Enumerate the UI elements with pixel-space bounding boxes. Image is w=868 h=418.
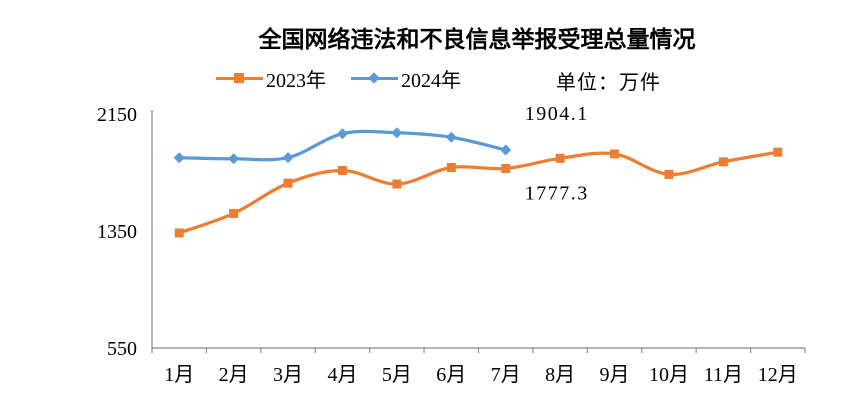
x-axis-label: 1月 [164,364,194,386]
legend-diamond-marker-icon [351,68,398,88]
x-axis-label: 2月 [219,364,249,386]
x-axis-label: 8月 [545,364,575,386]
legend-label-2023: 2023年 [266,69,326,92]
data-point-square-2023年 [773,147,783,157]
data-point-square-2023年 [664,169,674,179]
data-label-2024年: 1904.1 [525,103,589,125]
x-axis-label: 7月 [491,364,521,386]
data-point-diamond-2024年 [173,152,185,164]
data-point-square-2023年 [174,228,184,238]
x-axis-label: 3月 [273,364,303,386]
chart-title: 全国网络违法和不良信息举报受理总量情况 [258,26,696,52]
data-point-square-2023年 [555,153,565,163]
data-point-square-2023年 [229,208,239,218]
x-axis-label: 5月 [382,364,412,386]
y-axis-label: 550 [107,338,137,360]
y-axis-label: 1350 [97,221,137,243]
data-point-diamond-2024年 [445,131,457,143]
legend-item-2024: 2024年 [351,66,461,92]
y-axis-label: 2150 [97,104,137,126]
data-point-diamond-2024年 [391,127,403,139]
x-axis-label: 6月 [436,364,466,386]
legend-item-2023: 2023年 [216,66,326,92]
x-axis-label: 12月 [758,364,798,386]
data-point-square-2023年 [501,164,511,174]
data-point-diamond-2024年 [228,153,240,165]
data-point-square-2023年 [392,179,402,189]
legend: 2023年 2024年 单位：万件 [0,66,868,94]
unit-label: 单位：万件 [556,72,661,94]
x-axis-label: 9月 [600,364,630,386]
data-point-diamond-2024年 [336,128,348,140]
series-line-2023年 [177,150,780,235]
x-axis-label: 11月 [704,364,743,386]
legend-square-2023 [234,73,244,83]
data-point-square-2023年 [718,157,728,167]
data-point-diamond-2024年 [500,144,512,156]
data-point-square-2023年 [446,163,456,173]
x-axis-label: 10月 [649,364,689,386]
data-point-diamond-2024年 [282,152,294,164]
data-point-square-2023年 [610,149,620,159]
x-axis-label: 4月 [327,364,357,386]
data-point-square-2023年 [283,178,293,188]
legend-square-marker-icon [216,68,263,88]
legend-label-2024: 2024年 [401,69,461,92]
data-point-square-2023年 [337,165,347,175]
data-label-2023年: 1777.3 [525,183,589,205]
